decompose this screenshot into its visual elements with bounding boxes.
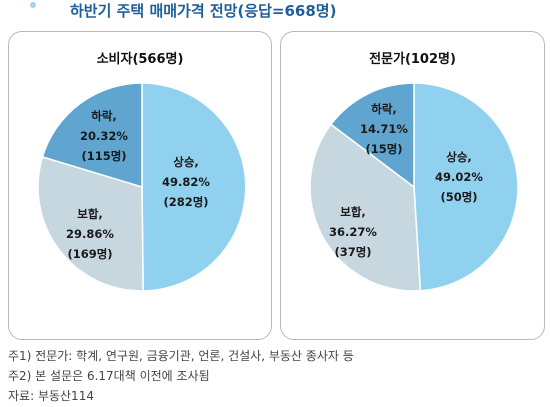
expert-slice-label-up: 상승, 49.02% (50명) (424, 147, 494, 207)
footnotes: 주1) 전문가: 학계, 연구원, 금융기관, 언론, 건설사, 부동산 종사자… (8, 346, 354, 406)
source-note: 자료: 부동산114 (8, 389, 94, 403)
consumer-slice-label-down: 하락, 20.32% (115명) (69, 106, 139, 166)
footnote-2: 주2) 본 설문은 6.17대책 이전에 조사됨 (8, 369, 210, 383)
consumer-pie-chart (37, 82, 247, 292)
slice-label-count: (115명) (81, 149, 127, 163)
slice-label-pct: 49.82% (162, 175, 210, 189)
chart-title: 하반기 주택 매매가격 전망(응답=668명) (70, 2, 337, 20)
slice-label-text: 보합, (77, 207, 103, 221)
title-accent-dot (30, 2, 36, 8)
slice-label-count: (15명) (365, 142, 403, 156)
footnote-1: 주1) 전문가: 학계, 연구원, 금융기관, 언론, 건설사, 부동산 종사자… (8, 349, 354, 363)
slice-label-pct: 29.86% (66, 227, 114, 241)
expert-chart-panel: 전문가(102명) 상승, 49.02% (50명) 보합, 36.27% (3… (280, 31, 545, 340)
slice-label-count: (50명) (440, 190, 478, 204)
expert-pie-slice-flat (309, 123, 422, 292)
consumer-chart-panel: 소비자(566명) 상승, 49.82% (282명) 보합, 29.86% (… (8, 31, 272, 340)
slice-label-pct: 36.27% (329, 225, 377, 239)
slice-label-text: 상승, (446, 150, 472, 164)
slice-label-count: (37명) (334, 245, 372, 259)
slice-label-text: 하락, (371, 102, 397, 116)
expert-pie-title: 전문가(102명) (369, 52, 456, 67)
slice-label-pct: 14.71% (360, 122, 408, 136)
expert-slice-label-flat: 보합, 36.27% (37명) (318, 202, 388, 262)
slice-label-count: (282명) (163, 195, 209, 209)
slice-label-pct: 49.02% (435, 170, 483, 184)
slice-label-text: 하락, (91, 109, 117, 123)
consumer-pie-title: 소비자(566명) (96, 52, 184, 67)
consumer-pie-slice-flat (37, 155, 144, 292)
consumer-pie-slice-up (141, 82, 247, 292)
consumer-slice-label-flat: 보합, 29.86% (169명) (55, 204, 125, 264)
expert-slice-label-down: 하락, 14.71% (15명) (349, 99, 419, 159)
consumer-slice-label-up: 상승, 49.82% (282명) (151, 152, 221, 212)
slice-label-text: 상승, (173, 155, 199, 169)
slice-label-text: 보합, (340, 205, 366, 219)
slice-label-pct: 20.32% (80, 129, 128, 143)
consumer-pie-slice-down (41, 82, 143, 189)
slice-label-count: (169명) (67, 247, 113, 261)
expert-pie-slice-down (329, 82, 415, 189)
expert-pie-slice-up (413, 82, 519, 292)
expert-pie-chart (309, 82, 519, 292)
